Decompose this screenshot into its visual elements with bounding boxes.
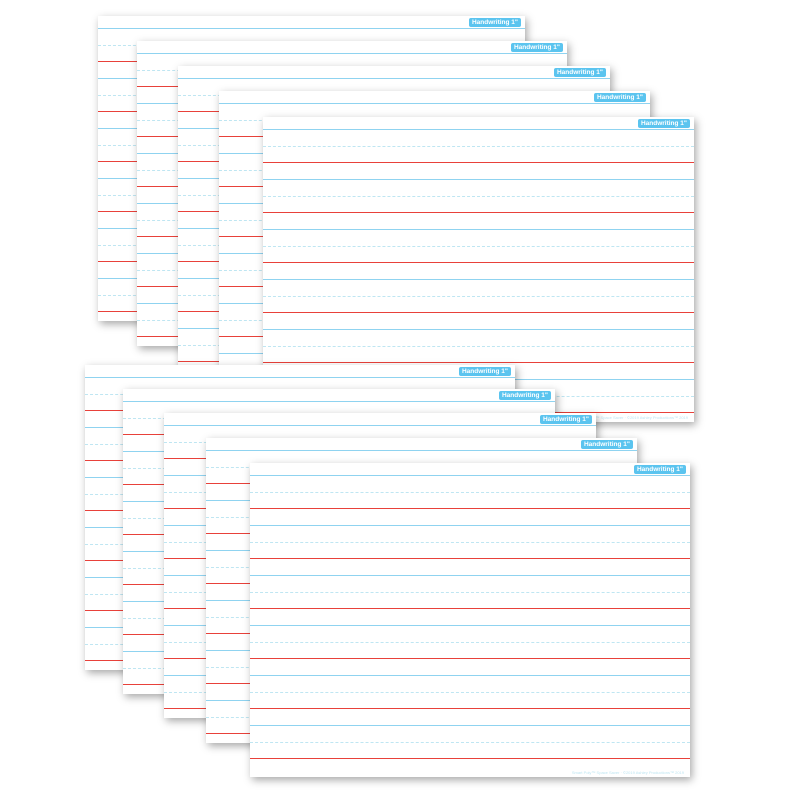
guide-line (263, 279, 694, 280)
guide-line (263, 179, 694, 180)
board-label-tag: Handwriting 1" (593, 93, 646, 102)
board-footer-text: Smart Poly™ Space Saver · ©2019 Ashley P… (571, 770, 684, 775)
guide-line (263, 129, 694, 130)
board-label-tag: Handwriting 1" (637, 119, 690, 128)
guide-line (98, 28, 525, 29)
guide-line (123, 401, 555, 402)
dashed-guide-line (263, 246, 694, 247)
midline (263, 162, 694, 163)
board-label-tag: Handwriting 1" (580, 440, 633, 449)
board-footer-text: Smart Poly™ Space Saver · ©2019 Ashley P… (575, 415, 688, 420)
board-label-tag: Handwriting 1" (458, 367, 511, 376)
guide-line (206, 450, 637, 451)
guide-line (250, 725, 690, 726)
board-label-tag: Handwriting 1" (633, 465, 686, 474)
midline (250, 558, 690, 559)
dashed-guide-line (250, 542, 690, 543)
board-label-tag: Handwriting 1" (510, 43, 563, 52)
dashed-guide-line (263, 296, 694, 297)
midline (263, 362, 694, 363)
midline (263, 262, 694, 263)
board-label-tag: Handwriting 1" (468, 18, 521, 27)
guide-line (219, 103, 650, 104)
dashed-guide-line (250, 592, 690, 593)
midline (250, 658, 690, 659)
dashed-guide-line (250, 642, 690, 643)
midline (250, 508, 690, 509)
guide-line (263, 229, 694, 230)
midline (250, 608, 690, 609)
dashed-guide-line (263, 196, 694, 197)
guide-line (250, 575, 690, 576)
dashed-guide-line (263, 146, 694, 147)
board-label-tag: Handwriting 1" (553, 68, 606, 77)
dashed-guide-line (250, 742, 690, 743)
guide-line (178, 78, 610, 79)
guide-line (250, 625, 690, 626)
guide-line (250, 475, 690, 476)
midline (263, 312, 694, 313)
midline (250, 708, 690, 709)
guide-line (137, 53, 567, 54)
guide-line (164, 425, 596, 426)
board-label-tag: Handwriting 1" (539, 415, 592, 424)
midline (263, 212, 694, 213)
guide-line (263, 329, 694, 330)
dashed-guide-line (263, 346, 694, 347)
dashed-guide-line (250, 692, 690, 693)
handwriting-board: Handwriting 1" Smart Poly™ Space Saver · … (250, 463, 690, 777)
guide-line (85, 377, 515, 378)
board-label-tag: Handwriting 1" (498, 391, 551, 400)
guide-line (250, 525, 690, 526)
midline (250, 758, 690, 759)
guide-line (250, 675, 690, 676)
dashed-guide-line (250, 492, 690, 493)
